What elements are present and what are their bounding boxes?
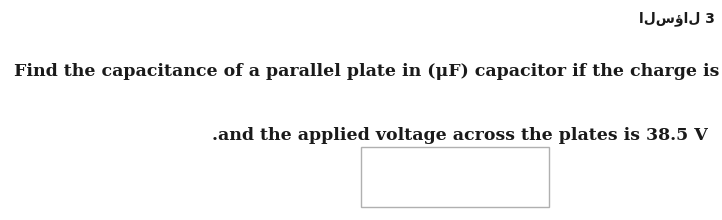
Text: .and the applied voltage across the plates is 38.5 V: .and the applied voltage across the plat… bbox=[212, 127, 708, 144]
Text: السؤال 3: السؤال 3 bbox=[639, 11, 715, 26]
Text: Find the capacitance of a parallel plate in (μF) capacitor if the charge is 589.: Find the capacitance of a parallel plate… bbox=[14, 62, 722, 80]
Bar bbox=[361, 147, 549, 207]
